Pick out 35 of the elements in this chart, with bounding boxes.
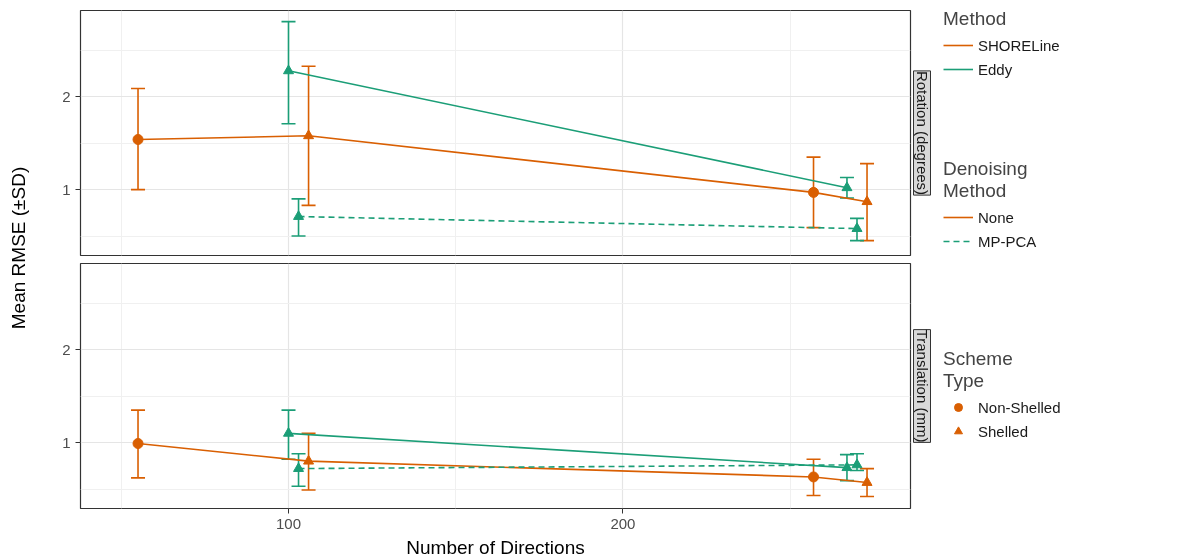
legend-label: SHORELine bbox=[978, 36, 1060, 54]
legend-label: Shelled bbox=[978, 422, 1029, 440]
text: Rotation (degrees) bbox=[913, 70, 931, 196]
point bbox=[841, 181, 853, 192]
point bbox=[841, 461, 853, 472]
y-tick-label: 1 bbox=[62, 180, 71, 198]
point bbox=[303, 454, 315, 465]
point bbox=[293, 462, 305, 472]
x-tick-label: 100 bbox=[275, 514, 302, 532]
point bbox=[861, 476, 873, 486]
legend-label: MP-PCA bbox=[978, 232, 1037, 250]
point bbox=[851, 222, 863, 232]
y-tick-label: 1 bbox=[62, 433, 71, 451]
point bbox=[808, 186, 820, 198]
y-tick-label: 2 bbox=[62, 340, 71, 358]
text: Translation (mm) bbox=[913, 329, 931, 443]
legend-title: Method bbox=[943, 8, 1008, 30]
text: Scheme Type bbox=[943, 348, 1014, 392]
x-tick-label: 200 bbox=[610, 514, 636, 532]
legend-label: None bbox=[978, 208, 1014, 226]
legend-title: Denoising Method bbox=[943, 158, 1029, 202]
y-tick-label: 2 bbox=[62, 87, 71, 105]
point bbox=[861, 195, 873, 206]
point bbox=[808, 471, 820, 483]
point bbox=[293, 210, 305, 220]
x-axis-title: Number of Directions bbox=[406, 536, 585, 558]
point bbox=[132, 134, 144, 145]
legend-label: Non-Shelled bbox=[978, 398, 1061, 416]
point bbox=[283, 64, 294, 75]
point bbox=[851, 458, 863, 469]
legend-label: Eddy bbox=[978, 60, 1013, 78]
point bbox=[132, 438, 144, 450]
point bbox=[303, 129, 315, 140]
y-axis-title: Mean RMSE (±SD) bbox=[8, 166, 29, 330]
point bbox=[283, 427, 294, 437]
